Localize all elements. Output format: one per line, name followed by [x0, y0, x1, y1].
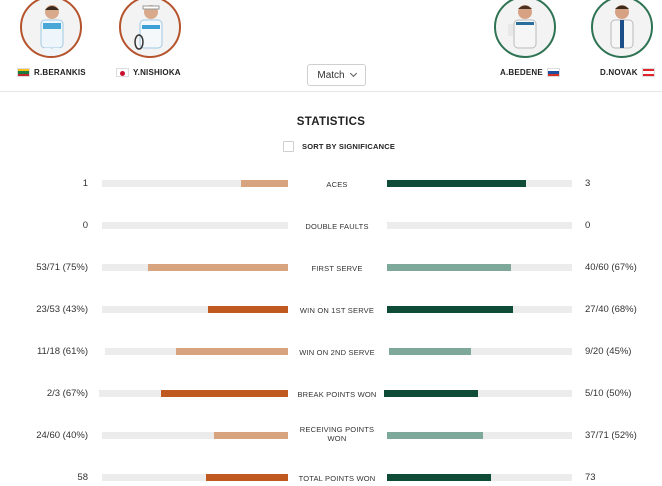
stat-row: 53/71 (75%) FIRST SERVE 40/60 (67%)	[0, 258, 662, 278]
player-avatar	[119, 0, 181, 58]
stat-bar-right-fill	[387, 306, 513, 313]
stat-bar-left-track	[102, 306, 288, 313]
stat-label: DOUBLE FAULTS	[305, 222, 369, 231]
stat-row: 24/60 (40%) RECEIVING POINTS WON 37/71 (52…	[0, 425, 662, 446]
sort-checkbox[interactable]	[283, 141, 294, 152]
stat-bar-left-fill	[148, 264, 288, 271]
player-avatar	[20, 0, 82, 58]
slovenia-flag-icon	[546, 68, 560, 77]
stat-value-left: 11/18 (61%)	[36, 346, 88, 357]
player-photo-icon	[134, 5, 163, 50]
player-name-row: D.NOVAK	[600, 68, 655, 77]
player-photo-icon	[40, 5, 64, 56]
stat-bar-right-fill	[387, 264, 511, 271]
statistics-title: STATISTICS	[296, 116, 366, 128]
player-name: Y.NISHIOKA	[133, 68, 181, 77]
stat-row: 58 TOTAL POINTS WON 73	[0, 468, 662, 486]
stat-value-right: 3	[585, 178, 591, 189]
stat-value-right: 73	[585, 472, 596, 483]
stat-value-right: 0	[585, 220, 591, 231]
stat-bar-right-track	[387, 222, 572, 229]
stat-row: 11/18 (61%) WIN ON 2ND SERVE 9/20 (45%)	[0, 342, 662, 362]
match-period-select[interactable]: Match	[307, 64, 366, 86]
stat-label: WIN ON 1ST SERVE	[299, 306, 375, 315]
stat-label: ACES	[326, 180, 348, 189]
stat-row: 23/53 (43%) WIN ON 1ST SERVE 27/40 (68%)	[0, 300, 662, 320]
stat-label: BREAK POINTS WON	[297, 390, 377, 399]
stat-bar-right-track	[389, 348, 572, 355]
player-name-row: R.BERANKIS	[17, 68, 86, 77]
austria-flag-icon	[641, 68, 655, 77]
stat-bar-right-track	[387, 432, 572, 439]
stat-bar-left-fill	[206, 474, 288, 481]
stat-value-left: 1	[82, 178, 88, 189]
stat-bar-left-track	[105, 348, 288, 355]
stat-bar-right-fill	[389, 348, 471, 355]
stat-label: FIRST SERVE	[311, 264, 363, 273]
stat-value-left: 2/3 (67%)	[46, 388, 88, 399]
player-name-row: Y.NISHIOKA	[116, 68, 181, 77]
stat-bar-left-track	[102, 180, 288, 187]
player-avatar	[494, 0, 556, 58]
stat-value-left: 0	[82, 220, 88, 231]
player-name: D.NOVAK	[600, 68, 638, 77]
stat-bar-right-fill	[387, 474, 491, 481]
stat-value-left: 58	[77, 472, 88, 483]
stat-bar-right-fill	[387, 432, 483, 439]
stat-row: 2/3 (67%) BREAK POINTS WON 5/10 (50%)	[0, 384, 662, 404]
stat-bar-left-fill	[161, 390, 288, 397]
stat-bar-right-track	[387, 474, 572, 481]
player-name: R.BERANKIS	[34, 68, 86, 77]
japan-flag-icon	[116, 68, 129, 77]
stat-bar-left-track	[102, 474, 288, 481]
player-photo-icon	[610, 5, 634, 49]
player-photo-icon	[508, 5, 537, 49]
stat-row: 0 DOUBLE FAULTS 0	[0, 216, 662, 236]
stat-bar-right-track	[387, 180, 572, 187]
stat-value-left: 23/53 (43%)	[36, 304, 88, 315]
stat-value-left: 53/71 (75%)	[36, 262, 88, 273]
stat-value-left: 24/60 (40%)	[36, 430, 88, 441]
sort-by-significance-toggle[interactable]: SORT BY SIGNIFICANCE	[283, 141, 395, 152]
stat-value-right: 40/60 (67%)	[585, 262, 637, 273]
match-header: R.BERANKIS Y.NISHIOKA	[0, 0, 662, 92]
stat-bar-right-track	[387, 264, 572, 271]
player-avatar	[591, 0, 653, 58]
sort-label: SORT BY SIGNIFICANCE	[302, 142, 396, 151]
stat-label: RECEIVING POINTS WON	[299, 425, 375, 443]
stat-value-right: 27/40 (68%)	[585, 304, 637, 315]
stat-row: 1 ACES 3	[0, 174, 662, 194]
match-select-value: Match	[317, 69, 345, 81]
stat-bar-right-fill	[384, 390, 478, 397]
stat-bar-left-fill	[208, 306, 288, 313]
stat-bar-left-track	[102, 264, 288, 271]
stat-bar-left-track	[102, 222, 288, 229]
stat-bar-left-track	[99, 390, 288, 397]
stat-bar-left-fill	[241, 180, 288, 187]
stat-label: WIN ON 2ND SERVE	[299, 348, 375, 357]
chevron-down-icon	[349, 69, 357, 78]
stat-value-right: 9/20 (45%)	[585, 346, 632, 357]
stat-bar-left-fill	[214, 432, 288, 439]
player-name: A.BEDENE	[500, 68, 543, 77]
stat-bar-right-track	[384, 390, 572, 397]
player-name-row: A.BEDENE	[500, 68, 560, 77]
stat-bar-left-track	[102, 432, 288, 439]
stat-bar-left-fill	[176, 348, 288, 355]
lithuania-flag-icon	[17, 68, 30, 77]
stat-value-right: 5/10 (50%)	[585, 388, 632, 399]
stat-bar-right-track	[387, 306, 572, 313]
stat-bar-right-fill	[387, 180, 526, 187]
stat-value-right: 37/71 (52%)	[585, 430, 637, 441]
stat-label: TOTAL POINTS WON	[298, 474, 376, 483]
